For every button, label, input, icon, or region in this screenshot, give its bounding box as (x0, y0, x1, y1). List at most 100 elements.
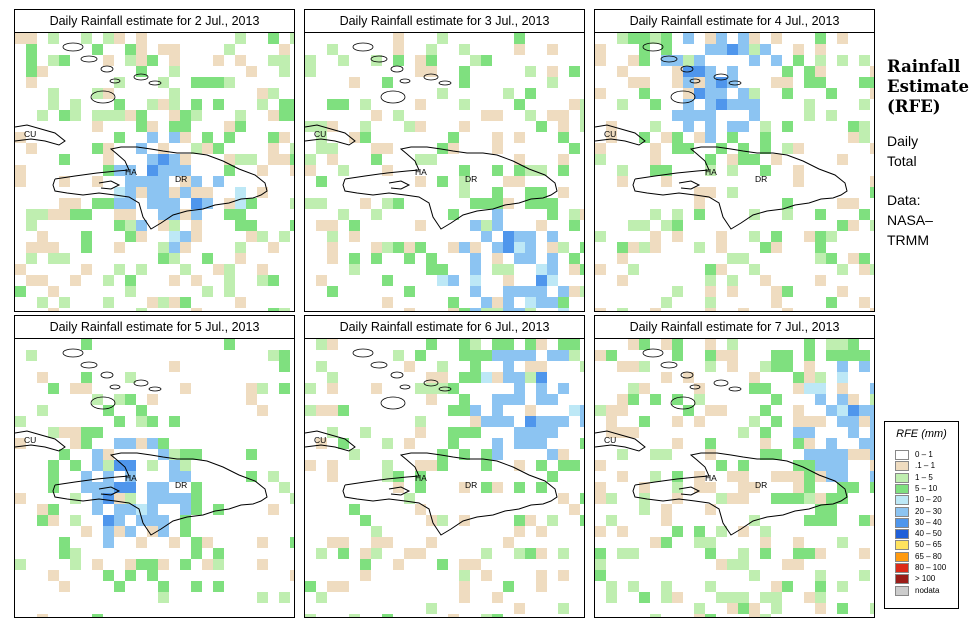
rain-cell (81, 372, 92, 383)
rain-cell (804, 515, 815, 526)
rain-cell (70, 383, 81, 394)
rain-cell (136, 176, 147, 187)
rain-cell (595, 493, 606, 504)
rain-cell (793, 471, 804, 482)
rain-cell (492, 165, 503, 176)
rain-cell (683, 55, 694, 66)
rain-cell (760, 548, 771, 559)
rain-cell (235, 242, 246, 253)
rain-cell (492, 264, 503, 275)
rain-cell (705, 154, 716, 165)
rain-cell (147, 482, 158, 493)
rain-cell (136, 537, 147, 548)
rain-cell (459, 99, 470, 110)
rain-cell (525, 253, 536, 264)
rain-cell (547, 275, 558, 286)
rain-cell (136, 55, 147, 66)
rain-cell (290, 154, 294, 165)
rain-cell (327, 460, 338, 471)
rain-cell (639, 88, 650, 99)
rain-cell (650, 121, 661, 132)
rain-cell (415, 350, 426, 361)
rain-cell (771, 449, 782, 460)
rain-cell (404, 493, 415, 504)
rain-cell (338, 209, 349, 220)
rain-cell (426, 339, 437, 350)
rain-cell (191, 110, 202, 121)
legend-label: 80 – 100 (915, 563, 947, 572)
rain-cell (804, 427, 815, 438)
rain-cell (617, 308, 628, 311)
rain-cell (859, 350, 870, 361)
legend-label: 10 – 20 (915, 495, 942, 505)
rain-cell (290, 143, 294, 154)
rain-cell (26, 44, 37, 55)
rain-cell (672, 394, 683, 405)
rain-cell (26, 143, 37, 154)
rain-cell (716, 592, 727, 603)
rain-cell (525, 297, 536, 308)
rain-cell (224, 198, 235, 209)
rain-cell (727, 286, 738, 297)
rain-cell (257, 264, 268, 275)
rain-cell (459, 44, 470, 55)
rain-cell (492, 339, 503, 350)
rain-cell (415, 242, 426, 253)
rain-cell (158, 526, 169, 537)
rainfall-grid: CU HA DR (15, 33, 294, 311)
small-island (148, 80, 162, 86)
rain-cell (859, 515, 870, 526)
rain-cell (558, 121, 569, 132)
rain-cell (59, 55, 70, 66)
rain-cell (114, 187, 125, 198)
rain-cell (492, 110, 503, 121)
rain-cell (760, 121, 771, 132)
rain-cell (147, 504, 158, 515)
rainfall-panel-jul4: Daily Rainfall estimate for 4 Jul., 2013… (594, 9, 875, 312)
rain-cell (448, 614, 459, 617)
rain-cell (628, 339, 639, 350)
rain-cell (470, 361, 481, 372)
rain-cell (793, 176, 804, 187)
rain-cell (716, 460, 727, 471)
rain-cell (595, 405, 606, 416)
rain-cell (870, 220, 874, 231)
rain-cell (114, 99, 125, 110)
rain-cell (503, 537, 514, 548)
rain-cell (279, 66, 290, 77)
rain-cell (870, 66, 874, 77)
rain-cell (503, 242, 514, 253)
rain-cell (103, 297, 114, 308)
rain-cell (59, 581, 70, 592)
rain-cell (826, 110, 837, 121)
rain-cell (683, 88, 694, 99)
rain-cell (481, 570, 492, 581)
rain-cell (815, 372, 826, 383)
rain-cell (92, 427, 103, 438)
rain-cell (760, 614, 771, 617)
rain-cell (837, 405, 848, 416)
rain-cell (595, 482, 606, 493)
rain-cell (202, 537, 213, 548)
rain-cell (639, 416, 650, 427)
rain-cell (327, 427, 338, 438)
rain-cell (382, 242, 393, 253)
rain-cell (191, 449, 202, 460)
side-data-source: Data: NASA– TRMM (887, 190, 971, 250)
rain-cell (525, 308, 536, 311)
small-island (90, 90, 116, 104)
rain-cell (437, 176, 448, 187)
rain-cell (103, 110, 114, 121)
lake-outline (98, 180, 121, 190)
small-island (352, 348, 374, 358)
rain-cell (580, 99, 584, 110)
rain-cell (481, 55, 492, 66)
rain-cell (837, 198, 848, 209)
rain-cell (103, 33, 114, 44)
rain-cell (760, 537, 771, 548)
rain-cell (738, 482, 749, 493)
rain-cell (481, 614, 492, 617)
small-island (680, 65, 694, 73)
rain-cell (826, 88, 837, 99)
rain-cell (492, 405, 503, 416)
